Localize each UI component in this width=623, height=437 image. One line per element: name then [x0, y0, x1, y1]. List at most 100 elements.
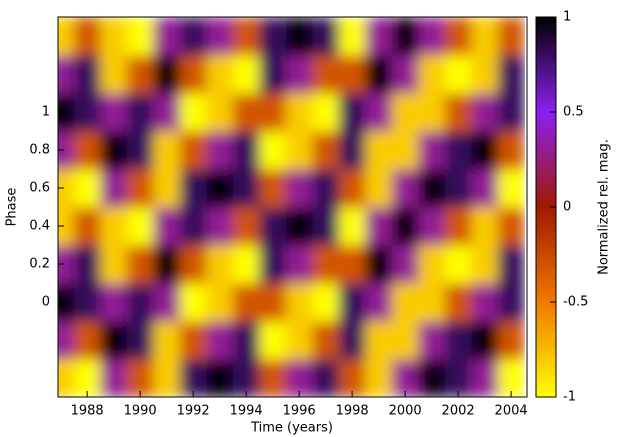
heat-cell [232, 321, 260, 360]
y-tick-label: 1 [42, 105, 50, 120]
heat-cell [73, 283, 101, 322]
heat-cell [418, 245, 446, 284]
heat-cell [179, 17, 207, 56]
heat-cell [232, 131, 260, 170]
heat-cell [338, 321, 366, 360]
heat-cell [58, 169, 75, 208]
heat-cell [391, 93, 419, 132]
heat-cell [365, 55, 393, 94]
colorbar-tick-label: 1 [563, 10, 571, 25]
heat-cell [418, 131, 446, 170]
heat-cell [471, 207, 499, 246]
heat-cell [365, 283, 393, 322]
heat-cell [391, 131, 419, 170]
heat-cell [73, 359, 101, 397]
heat-cell [73, 321, 101, 360]
y-axis-label: Phase [5, 188, 20, 227]
x-tick-label: 1996 [283, 404, 316, 419]
heat-cell [497, 283, 525, 322]
heat-cell [391, 207, 419, 246]
heat-cell [153, 321, 181, 360]
heat-cell [126, 245, 154, 284]
heat-cell [418, 169, 446, 208]
heat-cell [338, 245, 366, 284]
colorbar-tick-label: 0.5 [563, 105, 584, 120]
heat-cell [100, 283, 128, 322]
heat-cell [497, 359, 525, 397]
heat-cell [58, 283, 75, 322]
heat-cell [418, 283, 446, 322]
heat-cell [153, 131, 181, 170]
heat-cell [312, 17, 340, 56]
heat-cell [206, 321, 234, 360]
heat-cell [153, 359, 181, 397]
heat-cell [259, 55, 287, 94]
heat-cell [497, 207, 525, 246]
heat-cell [444, 321, 472, 360]
heat-cell [179, 245, 207, 284]
heat-cell [100, 131, 128, 170]
heat-cell [153, 245, 181, 284]
heat-cell [497, 169, 525, 208]
heat-cell [100, 93, 128, 132]
heat-cell [444, 131, 472, 170]
heat-cell [285, 321, 313, 360]
heat-cell [285, 17, 313, 56]
x-tick-label: 1994 [230, 404, 263, 419]
heat-cell [232, 359, 260, 397]
heat-cell [497, 93, 525, 132]
heatmap [58, 17, 525, 397]
heat-cell [153, 17, 181, 56]
heat-cell [206, 283, 234, 322]
heat-cell [179, 93, 207, 132]
heat-cell [58, 359, 75, 397]
heat-cell [100, 55, 128, 94]
heat-cell [232, 283, 260, 322]
heat-cell [259, 283, 287, 322]
heat-cell [312, 321, 340, 360]
heat-cell [100, 359, 128, 397]
heat-cell [232, 169, 260, 208]
heat-cell [312, 207, 340, 246]
y-tick-label: 0.2 [29, 257, 50, 272]
heat-cell [259, 321, 287, 360]
heat-cell [206, 55, 234, 94]
heat-cell [58, 17, 75, 56]
heat-cell [418, 93, 446, 132]
heat-cell [100, 321, 128, 360]
heat-cell [126, 93, 154, 132]
heat-cell [259, 359, 287, 397]
plot-frame [57, 16, 528, 398]
x-tick-label: 1998 [336, 404, 369, 419]
heat-cell [73, 207, 101, 246]
heat-cell [285, 131, 313, 170]
heat-cell [365, 359, 393, 397]
heat-cell [444, 359, 472, 397]
heat-cell [312, 169, 340, 208]
heat-cell [73, 17, 101, 56]
heat-cell [418, 55, 446, 94]
heat-cell [100, 169, 128, 208]
heat-cell [153, 207, 181, 246]
heat-cell [232, 245, 260, 284]
heat-cell [497, 245, 525, 284]
heat-cell [259, 207, 287, 246]
heat-cell [312, 93, 340, 132]
heat-cell [259, 93, 287, 132]
heat-cell [391, 321, 419, 360]
heat-cell [338, 17, 366, 56]
heat-cell [73, 169, 101, 208]
heat-cell [58, 207, 75, 246]
heat-cell [444, 169, 472, 208]
heat-cell [391, 55, 419, 94]
heat-cell [206, 169, 234, 208]
heat-cell [365, 93, 393, 132]
heat-cell [179, 283, 207, 322]
heat-cell [365, 321, 393, 360]
heat-cell [126, 169, 154, 208]
heat-cell [365, 169, 393, 208]
heat-cell [259, 169, 287, 208]
x-axis-label: Time (years) [250, 421, 333, 436]
heat-cell [153, 283, 181, 322]
heat-cell [338, 131, 366, 170]
